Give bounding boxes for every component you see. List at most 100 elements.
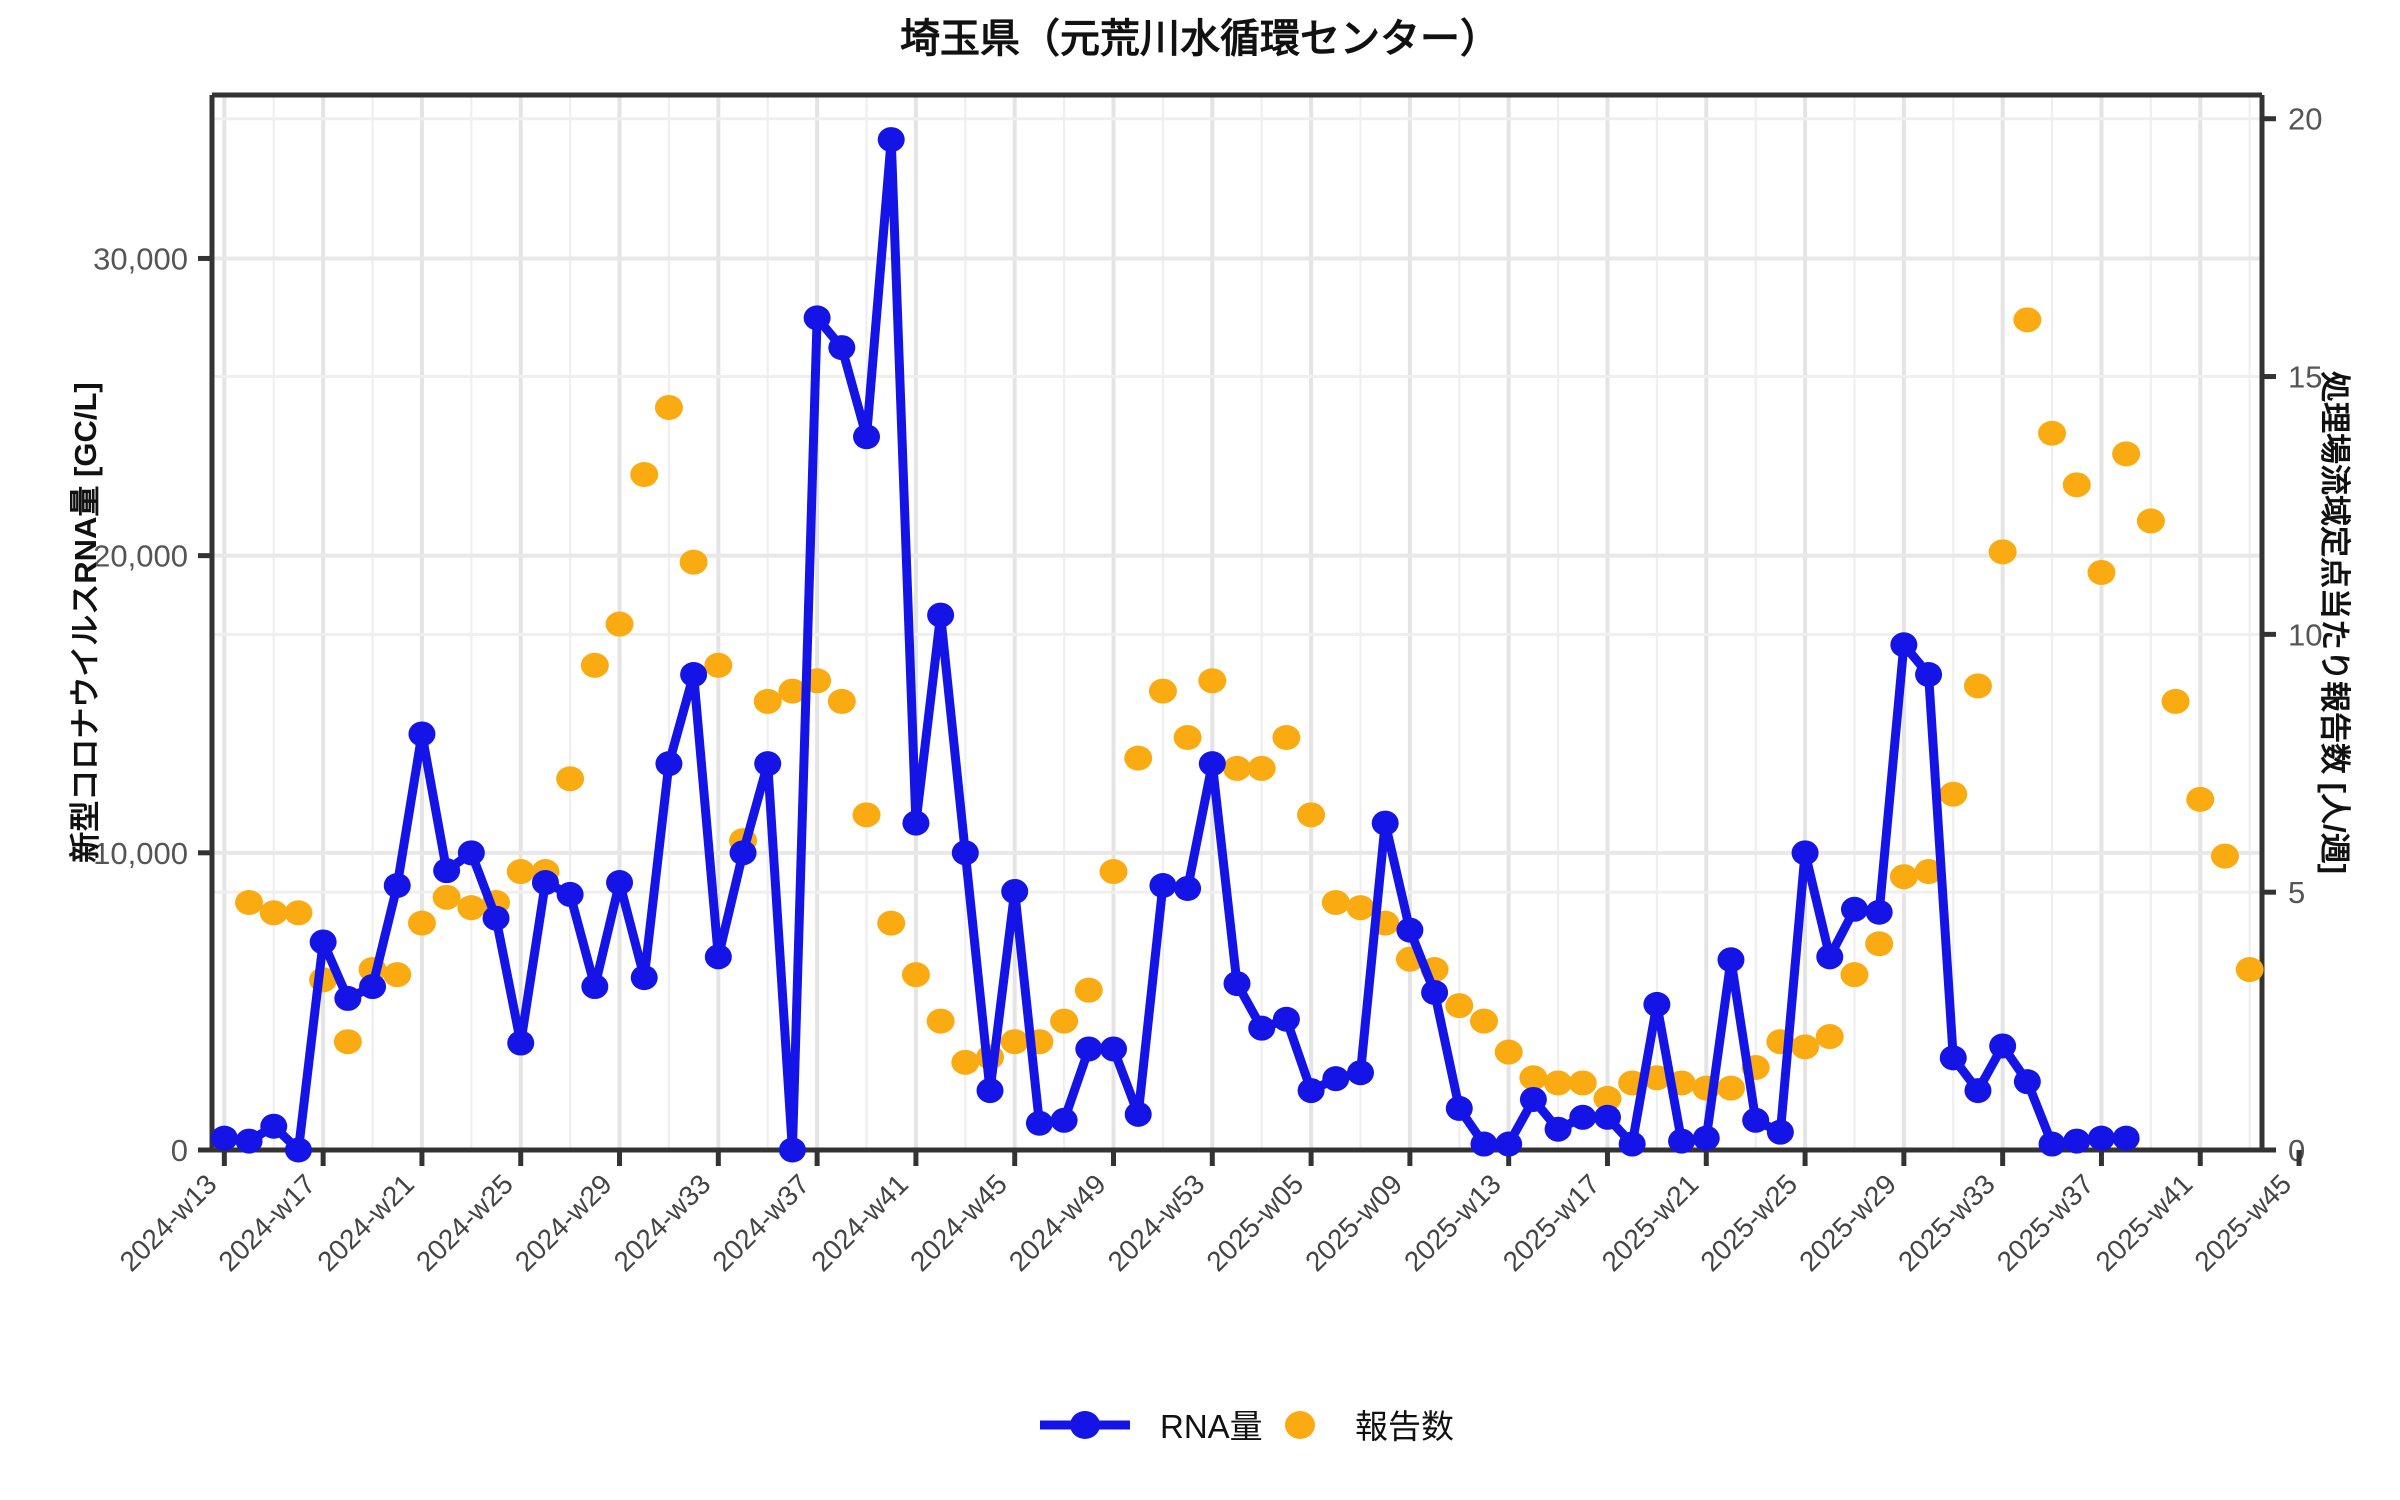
rna-data-point <box>457 840 485 866</box>
x-axis-tick-label-group: 2024-w33 <box>608 1168 717 1277</box>
rna-data-point <box>1915 662 1943 688</box>
report-data-point <box>852 802 881 828</box>
rna-data-point <box>1445 1095 1473 1121</box>
series-rna-markers <box>210 127 2140 1163</box>
rna-data-point <box>433 858 461 884</box>
x-axis-tick-label-group: 2025-w21 <box>1596 1168 1705 1277</box>
report-data-point <box>1988 539 2017 565</box>
rna-data-point <box>1593 1104 1621 1130</box>
rna-data-point <box>828 335 856 361</box>
x-axis-tick-label: 2024-w33 <box>608 1168 717 1277</box>
report-data-point <box>333 1029 362 1055</box>
x-axis-tick-label-group: 2025-w29 <box>1793 1168 1902 1277</box>
report-data-point <box>1099 859 1128 885</box>
report-data-point <box>2038 420 2067 446</box>
report-data-point <box>778 678 807 704</box>
x-axis-tick-label-group: 2024-w45 <box>904 1168 1013 1277</box>
y-axis-left-label: 新型コロナウイルスRNA量 [GC/L] <box>68 382 103 863</box>
rna-data-point <box>1272 1006 1300 1032</box>
report-data-point <box>1815 1024 1844 1050</box>
x-axis-tick-label: 2024-w21 <box>311 1168 420 1277</box>
report-data-point <box>753 688 782 714</box>
report-data-point <box>235 889 264 915</box>
rna-data-point <box>1519 1086 1547 1112</box>
report-data-point <box>457 895 486 921</box>
rna-data-point <box>1964 1078 1992 1104</box>
x-axis-tick-label: 2025-w33 <box>1892 1168 2001 1277</box>
rna-data-point <box>284 1137 312 1163</box>
x-axis-tick-label: 2025-w45 <box>2188 1168 2297 1277</box>
x-axis-tick-label-group: 2025-w37 <box>1991 1168 2100 1277</box>
rna-data-point <box>1840 896 1868 922</box>
rna-data-point <box>359 974 387 1000</box>
rna-data-point <box>556 881 584 907</box>
series-rna-line <box>219 135 2131 1155</box>
report-data-point <box>1519 1065 1548 1091</box>
rna-data-point <box>1470 1131 1498 1157</box>
rna-data-point <box>235 1128 263 1154</box>
x-axis-tick-label: 2024-w53 <box>1102 1168 1211 1277</box>
report-data-point <box>1148 678 1177 704</box>
x-axis-tick-label: 2025-w05 <box>1200 1168 1309 1277</box>
rna-data-point <box>383 873 411 899</box>
report-data-point <box>2186 786 2215 812</box>
report-data-point <box>1272 724 1301 750</box>
rna-data-point <box>408 721 436 747</box>
x-axis-tick-label-group: 2025-w13 <box>1398 1168 1507 1277</box>
rna-data-point <box>1223 971 1251 997</box>
report-data-point <box>2013 307 2042 333</box>
rna-data-point <box>729 840 757 866</box>
rna-data-point <box>2038 1131 2066 1157</box>
rna-data-point <box>1248 1015 1276 1041</box>
x-axis-tick-label-group: 2024-w41 <box>805 1168 914 1277</box>
report-data-point <box>1791 1034 1820 1060</box>
report-data-point <box>827 688 856 714</box>
report-data-point <box>1050 1008 1079 1034</box>
legend-report-marker-swatch <box>1285 1411 1315 1439</box>
report-data-point <box>2112 441 2141 467</box>
rna-data-point <box>531 870 559 896</box>
rna-data-point <box>1791 840 1819 866</box>
report-data-point <box>2136 508 2165 534</box>
rna-data-point <box>334 985 362 1011</box>
rna-data-point <box>927 602 955 628</box>
y-axis-tick-label: 10,000 <box>93 836 188 871</box>
rna-data-point <box>1643 991 1671 1017</box>
rna-data-point <box>951 840 979 866</box>
x-axis-tick-label: 2024-w13 <box>114 1168 223 1277</box>
x-axis-tick-label: 2024-w49 <box>1003 1168 1112 1277</box>
rna-data-point <box>309 929 337 955</box>
y-axis-tick-label: 30,000 <box>93 241 188 276</box>
rna-data-point <box>1618 1131 1646 1157</box>
x-axis-tick-label: 2025-w37 <box>1991 1168 2100 1277</box>
rna-data-point <box>1742 1107 1770 1133</box>
rna-data-point <box>1371 810 1399 836</box>
report-data-point <box>259 900 288 926</box>
y-axis-right-label: 処理場流域定点当たり報告数 [人/週] <box>2317 371 2352 874</box>
x-axis-tick-label: 2025-w41 <box>2090 1168 2199 1277</box>
report-data-point <box>1642 1065 1671 1091</box>
rna-data-point <box>606 870 634 896</box>
x-axis-tick-label: 2024-w25 <box>410 1168 519 1277</box>
report-data-point <box>1544 1070 1573 1096</box>
report-data-point <box>1074 977 1103 1003</box>
report-data-point <box>506 859 535 885</box>
legend-rna-marker-swatch <box>1070 1411 1100 1439</box>
report-data-point <box>1445 993 1474 1019</box>
rna-data-point <box>976 1078 1004 1104</box>
rna-data-point <box>754 751 782 777</box>
x-axis-tick-label: 2025-w17 <box>1497 1168 1606 1277</box>
report-data-point <box>556 766 585 792</box>
rna-data-point <box>1865 899 1893 925</box>
report-data-point <box>1840 962 1869 988</box>
legend-label-rna: RNA量 <box>1160 1408 1263 1445</box>
report-data-point <box>407 910 436 936</box>
report-data-point <box>1223 755 1251 781</box>
x-axis-tick-label-group: 2025-w41 <box>2090 1168 2199 1277</box>
x-axis-tick-label-group: 2024-w49 <box>1003 1168 1112 1277</box>
report-data-point <box>1297 802 1326 828</box>
report-data-point <box>1593 1085 1622 1111</box>
report-data-point <box>1865 931 1894 957</box>
x-axis-tick-label: 2025-w21 <box>1596 1168 1705 1277</box>
